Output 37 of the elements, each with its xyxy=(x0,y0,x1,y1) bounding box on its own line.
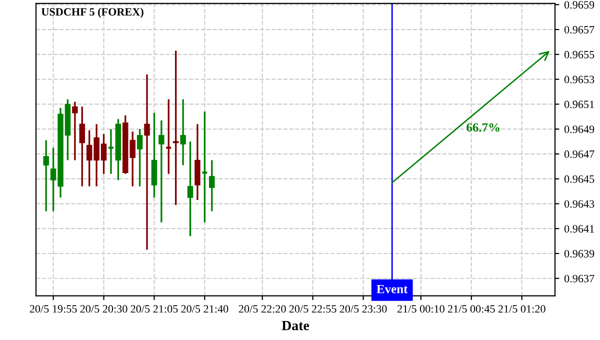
y-tick-label: 0.9651 xyxy=(564,100,594,108)
x-tick-label: 20/5 22:55 xyxy=(289,305,336,313)
candlestick xyxy=(165,98,172,175)
candlestick xyxy=(158,120,164,224)
candlestick xyxy=(72,100,78,162)
y-tick-label: 0.9657 xyxy=(564,26,594,34)
y-tick-label: 0.9645 xyxy=(564,175,594,183)
chart-title: USDCHF 5 (FOREX) xyxy=(41,8,144,18)
y-tick-label: 0.9641 xyxy=(564,225,594,233)
candlestick xyxy=(43,139,49,212)
candlestick xyxy=(79,106,86,188)
x-tick-label: 20/5 23:30 xyxy=(340,305,387,313)
y-tick-label: 0.9649 xyxy=(564,126,594,134)
y-tick-label: 0.9653 xyxy=(564,76,594,84)
candlestick xyxy=(180,98,186,166)
x-tick-label: 20/5 20:30 xyxy=(80,305,128,313)
candlestick xyxy=(136,128,143,188)
x-tick-label: 20/5 22:20 xyxy=(238,305,286,313)
y-tick-label: 0.9659 xyxy=(564,1,594,9)
candlestick xyxy=(209,159,215,212)
x-tick-label: 21/5 00:10 xyxy=(397,305,444,313)
y-tick-label: 0.9637 xyxy=(564,274,594,282)
candlestick xyxy=(144,73,150,251)
x-tick-label: 20/5 21:40 xyxy=(181,305,228,313)
y-tick-label: 0.9647 xyxy=(564,150,594,158)
y-tick-label: 0.9643 xyxy=(564,200,594,208)
x-tick-label: 21/5 01:20 xyxy=(498,305,546,313)
candlestick xyxy=(187,140,194,237)
annotation: 66.7% xyxy=(466,123,500,132)
y-tick-label: 0.9655 xyxy=(564,50,594,58)
y-tick-label: 0.9639 xyxy=(564,250,594,258)
x-tick-label: 20/5 19:55 xyxy=(30,305,77,313)
ref-line-label: Event xyxy=(376,284,408,294)
x-axis-title: Date xyxy=(282,321,310,330)
x-tick-label: 21/5 00:45 xyxy=(448,305,495,313)
candlestick xyxy=(172,50,179,206)
x-tick-label: 20/5 21:05 xyxy=(130,305,178,313)
